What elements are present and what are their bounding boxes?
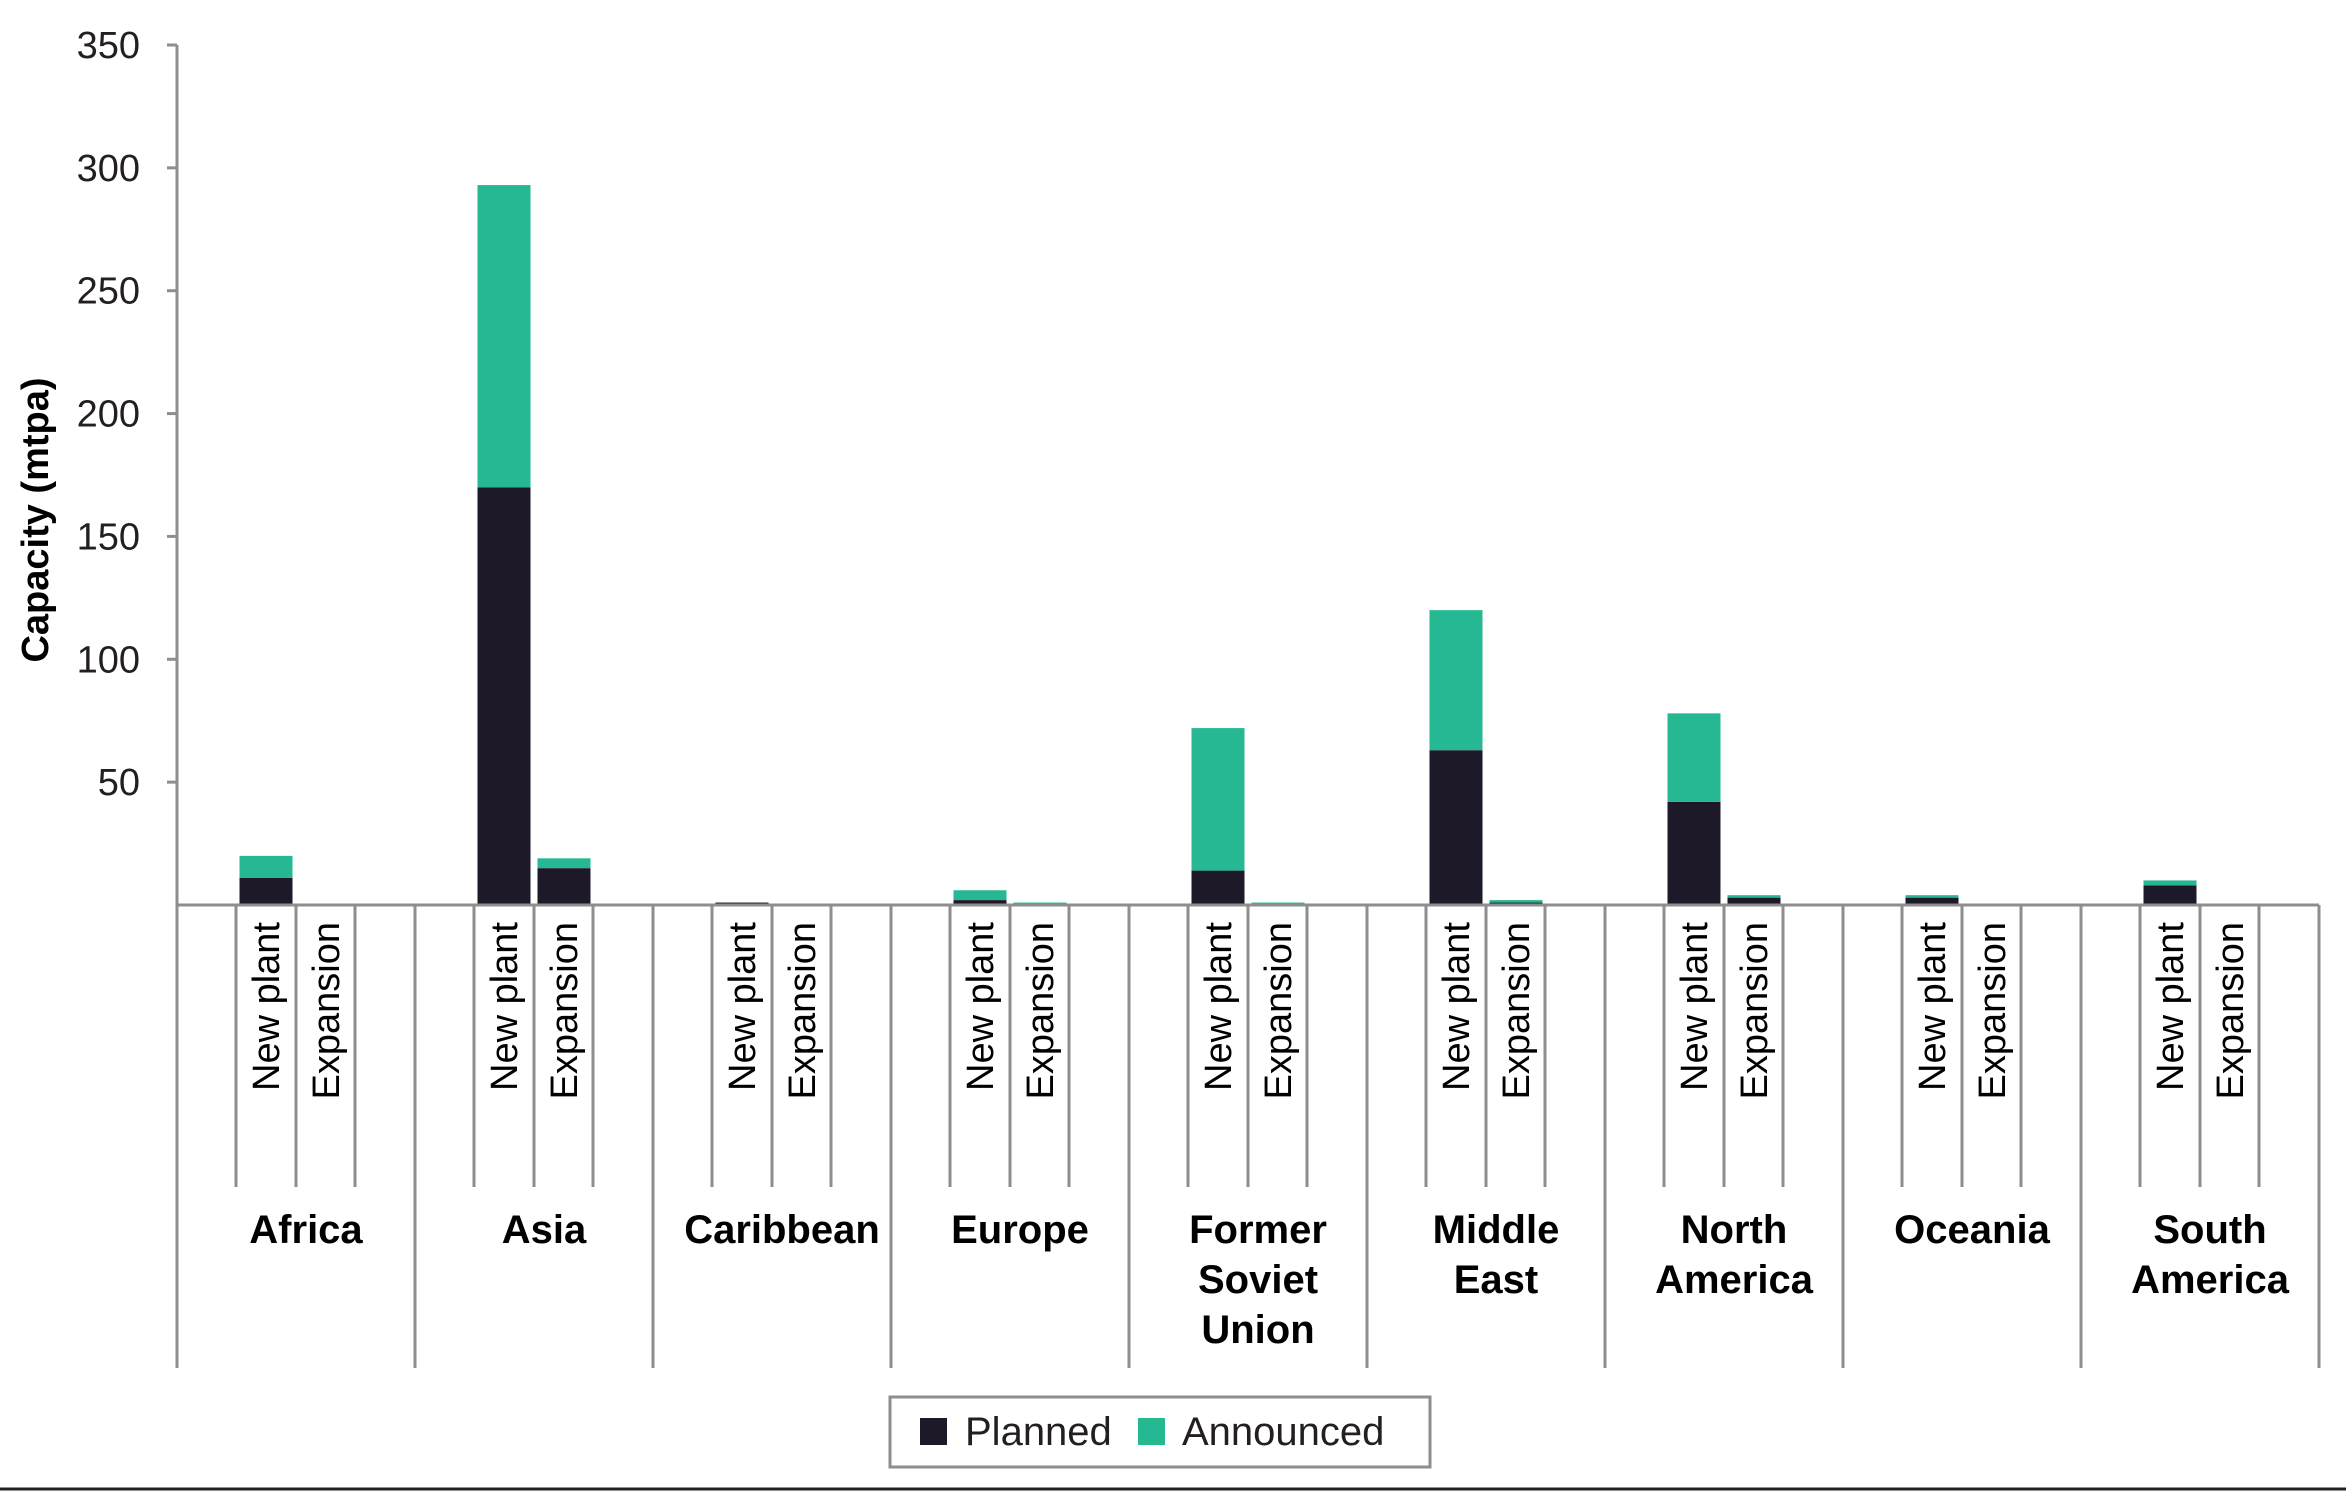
bar-announced <box>1191 728 1245 871</box>
bar-announced <box>1667 713 1721 802</box>
y-tick-label: 350 <box>77 25 140 67</box>
bar-planned <box>477 487 531 905</box>
x-subcategory-label: New plant <box>1674 922 1716 1091</box>
bar-planned <box>1727 897 1781 905</box>
x-subcategory-label: New plant <box>246 922 288 1091</box>
bar-announced <box>537 858 591 869</box>
x-region-label: Middle <box>1433 1208 1560 1252</box>
legend-label: Planned <box>965 1410 1112 1454</box>
bar-announced <box>1489 900 1543 903</box>
x-region-label: East <box>1454 1258 1539 1302</box>
x-region-label: Former <box>1189 1208 1327 1252</box>
x-subcategory-label: Expansion <box>2210 922 2252 1099</box>
x-region-label: South <box>2153 1208 2266 1252</box>
x-region-label: Asia <box>502 1208 587 1252</box>
plot-area <box>239 185 2197 905</box>
x-subcategory-label: New plant <box>2150 922 2192 1091</box>
x-subcategory-label: Expansion <box>306 922 348 1099</box>
y-tick-label: 250 <box>77 271 140 313</box>
x-region-label: America <box>2131 1258 2290 1302</box>
bar-planned <box>239 877 293 905</box>
x-subcategory-label: Expansion <box>1496 922 1538 1099</box>
bar-planned <box>2143 885 2197 905</box>
legend-label: Announced <box>1182 1410 1384 1454</box>
bar-planned <box>537 868 591 905</box>
legend-swatch-planned <box>920 1418 947 1445</box>
y-tick-label: 50 <box>98 762 140 804</box>
bar-planned <box>953 900 1007 905</box>
bar-planned <box>1429 750 1483 905</box>
bar-announced <box>1727 895 1781 898</box>
y-tick-label: 100 <box>77 639 140 681</box>
bar-planned <box>1191 870 1245 905</box>
bar-announced <box>1905 895 1959 898</box>
x-subcategory-label: Expansion <box>1258 922 1300 1099</box>
x-region-label: America <box>1655 1258 1814 1302</box>
x-region-label: Europe <box>951 1208 1089 1252</box>
legend-swatch-announced <box>1138 1418 1165 1445</box>
x-subcategory-label: Expansion <box>1734 922 1776 1099</box>
bar-announced <box>477 185 531 488</box>
bar-announced <box>2143 880 2197 886</box>
y-tick-label: 200 <box>77 394 140 436</box>
x-subcategory-label: Expansion <box>1020 922 1062 1099</box>
x-subcategory-label: New plant <box>1436 922 1478 1091</box>
bar-planned <box>1667 801 1721 905</box>
x-region-label: North <box>1681 1208 1788 1252</box>
bar-planned <box>1905 897 1959 905</box>
x-subcategory-label: New plant <box>1912 922 1954 1091</box>
x-subcategory-label: New plant <box>1198 922 1240 1091</box>
bar-announced <box>239 855 293 878</box>
legend: Planned Announced <box>888 1395 1432 1469</box>
y-tick-label: 300 <box>77 148 140 190</box>
axes: 50 100 150 200 250 300 350 New plant Expansion Af… <box>77 25 2321 1368</box>
x-region-label: Oceania <box>1894 1208 2050 1252</box>
x-subcategory-label: Expansion <box>544 922 586 1099</box>
x-subcategory-label: New plant <box>722 922 764 1091</box>
y-axis-title: Capacity (mtpa) <box>15 377 57 662</box>
x-region-label: Soviet <box>1198 1258 1318 1302</box>
x-region-label: Caribbean <box>684 1208 880 1252</box>
x-subcategory-label: New plant <box>960 922 1002 1091</box>
x-subcategory-label: New plant <box>484 922 526 1091</box>
x-subcategory-label: Expansion <box>782 922 824 1099</box>
x-region-label: Africa <box>249 1208 363 1252</box>
x-subcategory-label: Expansion <box>1972 922 2014 1099</box>
bar-announced <box>1429 610 1483 751</box>
y-tick-label: 150 <box>77 516 140 558</box>
bar-announced <box>953 890 1007 901</box>
x-region-label: Union <box>1201 1308 1314 1352</box>
